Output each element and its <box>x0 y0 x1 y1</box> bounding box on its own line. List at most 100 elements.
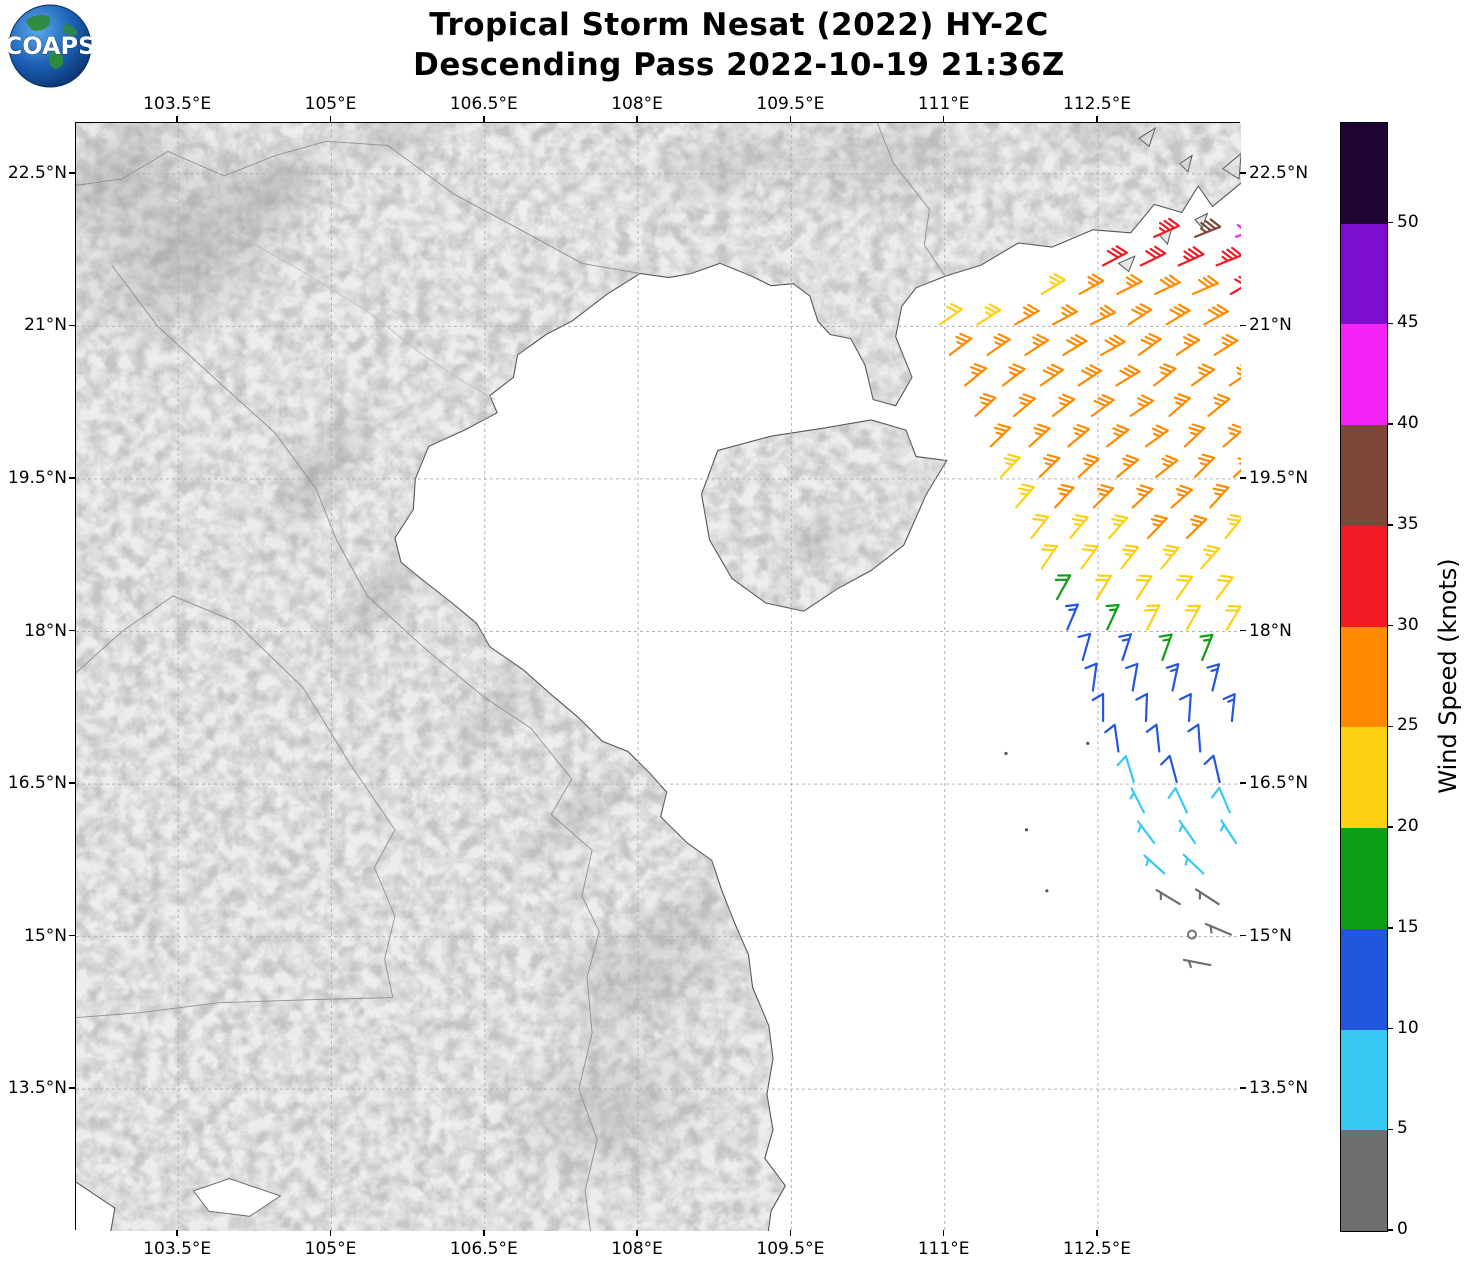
wind-barb <box>1135 692 1149 723</box>
wind-barb <box>1092 484 1115 509</box>
wind-barb <box>1147 514 1168 539</box>
coaps-logo: COAPS <box>4 4 96 88</box>
lat-tick-label-left: 13.5°N <box>7 1078 67 1099</box>
lon-tick-label-bottom: 112.5°E <box>1063 1239 1131 1259</box>
wind-barb <box>1024 333 1050 356</box>
wind-barb <box>1116 454 1140 478</box>
colorbar-segment-5-10kt <box>1341 1029 1387 1131</box>
wind-barb <box>1090 394 1115 417</box>
wind-barb <box>1064 603 1079 631</box>
lon-tick-mark-top <box>329 116 332 122</box>
lon-tick-mark-bottom <box>329 1230 332 1236</box>
wind-barb <box>1222 423 1241 448</box>
wind-barb <box>1194 888 1220 906</box>
wind-barb <box>1137 333 1162 356</box>
lon-tick-label-top: 112.5°E <box>1063 94 1131 114</box>
colorbar-segment-45-50kt <box>1341 223 1387 325</box>
colorbar-segment-10-15kt <box>1341 928 1387 1030</box>
wind-barb <box>1040 273 1066 295</box>
wind-barb <box>1015 483 1036 509</box>
wind-barb <box>1207 393 1231 417</box>
wind-barb <box>1051 304 1078 326</box>
title-line-2: Descending Pass 2022-10-19 21:36Z <box>413 46 1065 83</box>
wind-barb <box>1127 303 1153 326</box>
colorbar-tick-mark <box>1388 1229 1393 1231</box>
wind-barb <box>1177 246 1205 267</box>
wind-barb <box>1139 245 1167 267</box>
wind-barb <box>974 393 997 417</box>
wind-barb <box>1155 454 1179 478</box>
lat-tick-mark-right <box>1240 782 1246 784</box>
wind-barb <box>1136 820 1156 845</box>
wind-barb <box>1084 662 1098 692</box>
wind-barb <box>1153 363 1177 387</box>
country-border <box>76 140 641 274</box>
paracel-islet <box>1086 741 1090 746</box>
wind-barb <box>1078 273 1105 295</box>
lat-tick-label-right: 19.5°N <box>1249 467 1309 488</box>
wind-barb <box>1104 723 1120 753</box>
wind-barb <box>1215 246 1241 267</box>
colorbar-segment-15-20kt <box>1341 828 1387 929</box>
colorbar-tick-mark <box>1388 1128 1393 1131</box>
wind-barb <box>1105 603 1120 631</box>
wind-barb <box>1178 693 1192 723</box>
small-island <box>1117 255 1136 273</box>
colorbar-label: Wind Speed (knots) <box>1434 558 1462 794</box>
colorbar-segment-20-25kt <box>1341 727 1387 829</box>
lon-tick-mark-bottom <box>789 1230 792 1236</box>
wind-barb <box>1167 787 1188 814</box>
wind-barb <box>1054 483 1075 509</box>
colorbar-tick-label: 45 <box>1397 312 1419 333</box>
wind-barb <box>1120 544 1140 570</box>
lon-tick-label-top: 111°E <box>917 94 970 114</box>
wind-barb <box>1209 483 1230 509</box>
lat-tick-label-left: 18°N <box>24 620 67 641</box>
wind-barb <box>1091 692 1105 723</box>
wind-barb <box>1194 218 1222 238</box>
country-border <box>111 265 600 1231</box>
colorbar-tick-label: 10 <box>1397 1017 1419 1038</box>
lon-tick-label-top: 103.5°E <box>143 94 212 114</box>
colorbar-tick-label: 0 <box>1397 1219 1408 1239</box>
colorbar-tick-label: 35 <box>1397 513 1419 534</box>
wind-barb <box>1206 663 1221 692</box>
lat-tick-label-left: 22.5°N <box>7 162 67 183</box>
lat-tick-mark-left <box>69 934 75 937</box>
country-border <box>76 997 393 1019</box>
wind-barb <box>1182 958 1212 969</box>
wind-barb <box>1160 754 1178 784</box>
lat-tick-label-right: 13.5°N <box>1249 1078 1309 1099</box>
wind-barb <box>1183 423 1206 448</box>
colorbar-tick-mark <box>1388 524 1393 526</box>
wind-barb <box>1014 303 1040 326</box>
coaps-logo-text: COAPS <box>8 32 92 60</box>
colorbar-segment-30-35kt <box>1341 525 1387 627</box>
wind-barb <box>999 453 1021 478</box>
wind-barb <box>1222 693 1236 723</box>
coaps-logo-globe: COAPS <box>4 4 96 88</box>
wind-barb <box>1135 574 1153 601</box>
lat-tick-mark-left <box>69 782 75 784</box>
colorbar-tick-label: 50 <box>1397 211 1419 232</box>
colorbar-tick-label: 25 <box>1397 715 1419 736</box>
wind-barb <box>1062 334 1088 356</box>
colorbar-segment-25-30kt <box>1341 626 1387 728</box>
lon-tick-label-bottom: 103.5°E <box>143 1239 212 1259</box>
colorbar-tick-mark <box>1388 322 1393 325</box>
colorbar-tick-mark <box>1388 423 1393 425</box>
wind-barb <box>1175 574 1194 601</box>
paracel-islet <box>1045 889 1049 893</box>
lat-tick-label-left: 21°N <box>24 315 67 336</box>
wind-barb <box>1200 544 1221 570</box>
small-island <box>1194 212 1209 229</box>
lon-tick-label-top: 105°E <box>304 94 357 114</box>
lon-tick-mark-top <box>176 116 178 122</box>
lon-tick-mark-bottom <box>1096 1230 1098 1236</box>
wind-barb <box>1116 755 1135 784</box>
wind-barb <box>1013 393 1036 417</box>
lat-tick-label-left: 19.5°N <box>7 467 67 488</box>
lat-tick-mark-left <box>69 172 75 174</box>
wind-barb <box>1158 633 1173 662</box>
